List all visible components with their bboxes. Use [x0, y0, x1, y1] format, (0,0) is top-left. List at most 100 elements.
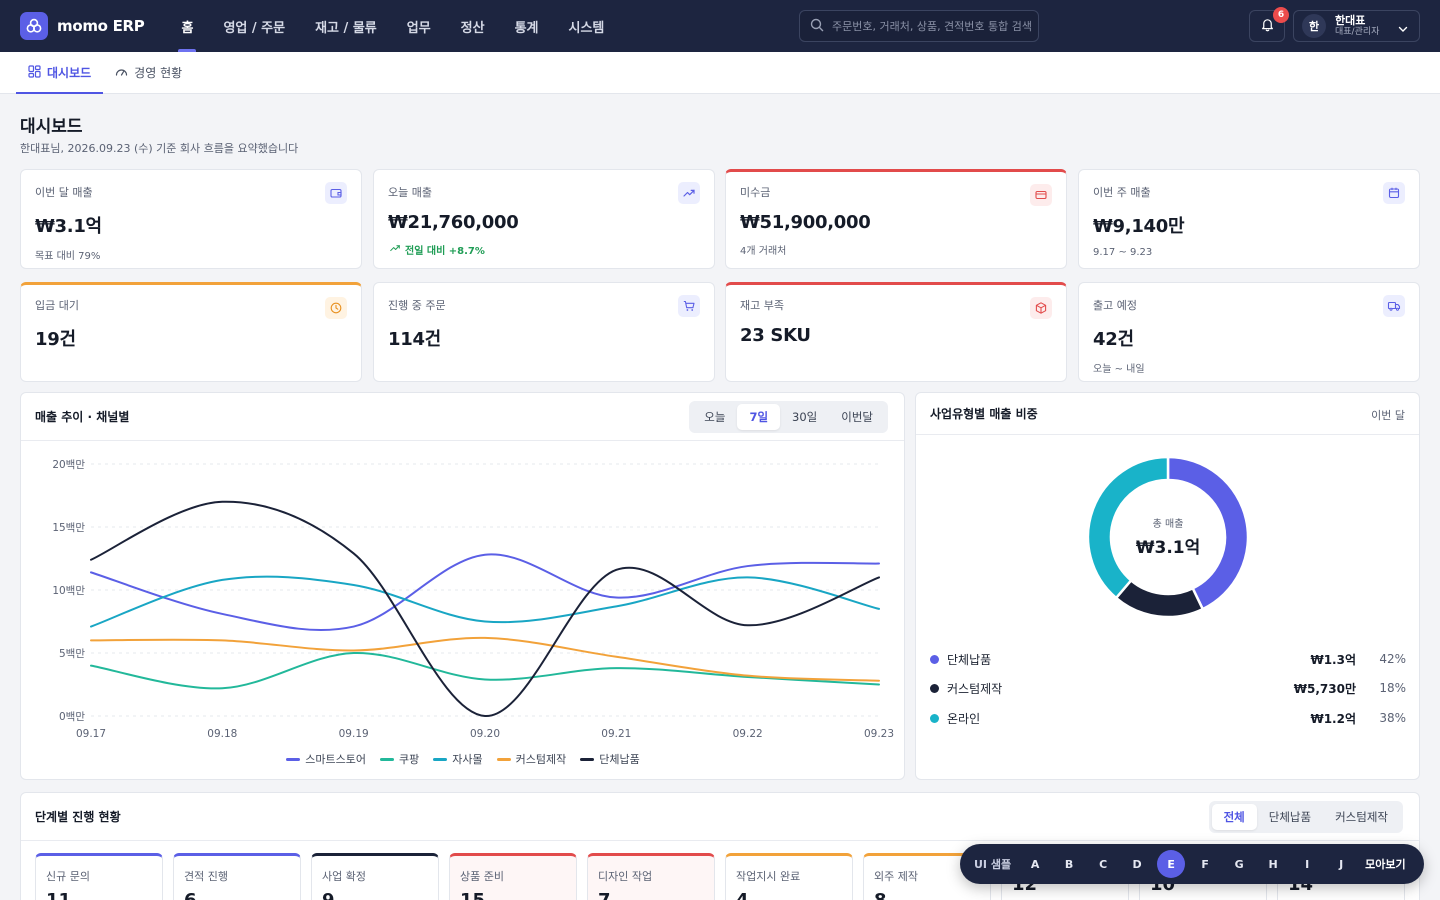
kpi-card-6[interactable]: 재고 부족 23 SKU: [725, 282, 1067, 382]
series-line-2[interactable]: [90, 575, 880, 628]
data-point[interactable]: [89, 624, 94, 629]
data-point[interactable]: [877, 606, 882, 611]
data-point[interactable]: [614, 666, 619, 671]
data-point[interactable]: [614, 654, 619, 659]
stage-filter-option-0[interactable]: 전체: [1211, 804, 1257, 830]
donut-center-label: 총 매출: [1152, 519, 1184, 530]
nav-item-6[interactable]: 시스템: [568, 20, 605, 36]
range-option-3[interactable]: 이번달: [841, 410, 873, 424]
ui-sample-key[interactable]: I: [1305, 857, 1310, 871]
ui-sample-key[interactable]: C: [1099, 857, 1108, 871]
nav-item-4[interactable]: 정산: [460, 20, 485, 36]
data-point[interactable]: [745, 564, 750, 569]
kpi-card-2[interactable]: 미수금 ₩51,900,000 4개 거래처: [725, 169, 1067, 269]
legend-swatch: [496, 757, 511, 761]
kpi-card-4[interactable]: 입금 대기 19건: [20, 282, 362, 382]
donut-slice-1[interactable]: [1114, 578, 1205, 619]
series-line-4[interactable]: [90, 500, 880, 718]
ui-sample-key[interactable]: E: [1157, 850, 1186, 878]
kpi-card-1[interactable]: 오늘 매출 ₩21,760,000 전일 대비 +8.7%: [373, 169, 715, 269]
ui-sample-key[interactable]: G: [1234, 857, 1244, 871]
data-point[interactable]: [483, 714, 488, 719]
legend-item-2[interactable]: 자사몰: [433, 751, 483, 767]
ui-sample-key[interactable]: D: [1132, 857, 1142, 871]
legend-item-0[interactable]: 스마트스토어: [286, 751, 366, 767]
stage-card-4[interactable]: 디자인 작업 7: [587, 853, 715, 900]
data-point[interactable]: [220, 499, 225, 504]
ui-sample-key[interactable]: H: [1268, 857, 1278, 871]
stage-filter-option-2[interactable]: 커스텀제작: [1335, 810, 1388, 824]
data-point[interactable]: [483, 635, 488, 640]
nav-item-0[interactable]: 홈: [166, 0, 208, 52]
data-point[interactable]: [351, 551, 356, 556]
kpi-card-5[interactable]: 진행 중 주문 114건: [373, 282, 715, 382]
kpi-card-3[interactable]: 이번 주 매출 ₩9,140만 9.17 ~ 9.23: [1078, 169, 1420, 269]
legend-item-3[interactable]: 커스텀제작: [496, 751, 566, 767]
ui-sample-key[interactable]: J: [1339, 857, 1344, 871]
ui-sample-key[interactable]: F: [1201, 857, 1209, 871]
ui-sample-view-all-button[interactable]: 모아보기: [1365, 858, 1406, 871]
data-point[interactable]: [351, 648, 356, 653]
data-point[interactable]: [614, 567, 619, 572]
tab-management-status[interactable]: 경영 현황: [103, 52, 194, 93]
brand-logo[interactable]: momo ERP: [20, 12, 145, 40]
data-point[interactable]: [614, 595, 619, 600]
data-point[interactable]: [745, 575, 750, 580]
range-option-2[interactable]: 30일: [792, 410, 818, 424]
stage-card-1[interactable]: 견적 진행 6: [173, 853, 301, 900]
kpi-card-0[interactable]: 이번 달 매출 ₩3.1억 목표 대비 79%: [20, 169, 362, 269]
stage-card-5[interactable]: 작업지시 완료 4: [725, 853, 853, 900]
legend-item-4[interactable]: 단체납품: [580, 751, 640, 767]
data-point[interactable]: [89, 570, 94, 575]
business-share-row[interactable]: 단체납품 ₩1.3억 42%: [930, 649, 1406, 669]
global-search[interactable]: [799, 10, 1039, 42]
data-point[interactable]: [483, 677, 488, 682]
tab-dashboard[interactable]: 대시보드: [16, 52, 104, 94]
data-point[interactable]: [89, 557, 94, 562]
data-point[interactable]: [614, 604, 619, 609]
data-point[interactable]: [351, 582, 356, 587]
stage-count: 6: [184, 890, 290, 900]
data-point[interactable]: [220, 611, 225, 616]
nav-item-3[interactable]: 업무: [406, 20, 431, 36]
kpi-card-7[interactable]: 출고 예정 42건 오늘 ~ 내일: [1078, 282, 1420, 382]
kpi-value: ₩3.1억: [35, 216, 102, 237]
data-point[interactable]: [89, 638, 94, 643]
range-option-1[interactable]: 7일: [737, 404, 781, 430]
nav-item-2[interactable]: 재고 / 물류: [315, 20, 377, 36]
search-input[interactable]: [832, 19, 1032, 33]
data-point[interactable]: [351, 624, 356, 629]
stage-card-3[interactable]: 상품 준비 15: [449, 853, 577, 900]
ui-sample-key[interactable]: A: [1030, 857, 1040, 871]
data-point[interactable]: [89, 663, 94, 668]
donut-slice-2[interactable]: [1086, 455, 1170, 600]
range-option-0[interactable]: 오늘: [704, 410, 726, 424]
ui-sample-key[interactable]: B: [1064, 857, 1074, 871]
series-line-0[interactable]: [90, 553, 880, 632]
notifications-button[interactable]: 6: [1249, 7, 1289, 42]
data-point[interactable]: [220, 638, 225, 643]
nav-item-1[interactable]: 영업 / 주문: [223, 20, 286, 36]
data-point[interactable]: [745, 673, 750, 678]
business-share-row[interactable]: 커스텀제작 ₩5,730만 18%: [930, 678, 1406, 698]
data-point[interactable]: [220, 686, 225, 691]
business-share-row[interactable]: 온라인 ₩1.2억 38%: [930, 708, 1406, 728]
legend-item-1[interactable]: 쿠팡: [380, 751, 419, 767]
nav-item-5[interactable]: 통계: [514, 20, 539, 36]
series-line-3[interactable]: [90, 636, 880, 682]
data-point[interactable]: [877, 561, 882, 566]
stage-filter-option-1[interactable]: 단체납품: [1268, 810, 1312, 824]
data-point[interactable]: [745, 623, 750, 628]
stage-label: 사업 확정: [322, 870, 366, 883]
stage-card-0[interactable]: 신규 문의 11: [35, 853, 163, 900]
data-point[interactable]: [877, 678, 882, 683]
data-point[interactable]: [483, 619, 488, 624]
kpi-label: 재고 부족: [740, 299, 784, 312]
series-line-1[interactable]: [90, 651, 880, 690]
data-point[interactable]: [877, 575, 882, 580]
data-point[interactable]: [220, 577, 225, 582]
data-point[interactable]: [483, 552, 488, 557]
stage-count: 4: [736, 890, 842, 900]
stage-card-2[interactable]: 사업 확정 9: [311, 853, 439, 900]
user-menu[interactable]: 한 한대표 대표/관리자: [1293, 10, 1420, 42]
